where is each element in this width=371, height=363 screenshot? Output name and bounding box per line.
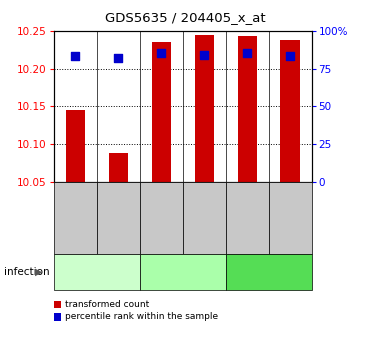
Bar xyxy=(237,36,257,182)
Text: mock: mock xyxy=(258,268,279,277)
Point xyxy=(287,54,293,60)
Text: transformed count: transformed count xyxy=(65,300,149,309)
Bar xyxy=(152,42,171,182)
Point xyxy=(115,55,121,61)
Text: GSM1313408: GSM1313408 xyxy=(71,200,80,250)
Text: Chlamydia G1TEPP
(complemented
strain): Chlamydia G1TEPP (complemented strain) xyxy=(60,257,133,287)
Text: GSM1313410: GSM1313410 xyxy=(157,200,166,250)
Text: GSM1313411: GSM1313411 xyxy=(200,200,209,250)
Text: Chlamydia G1V
mutant: Chlamydia G1V mutant xyxy=(153,262,212,282)
Text: GSM1313413: GSM1313413 xyxy=(286,200,295,250)
Point xyxy=(201,52,207,58)
Text: infection: infection xyxy=(4,267,49,277)
Text: GDS5635 / 204405_x_at: GDS5635 / 204405_x_at xyxy=(105,11,266,24)
Bar xyxy=(66,110,85,182)
Bar xyxy=(109,153,128,182)
Text: ▶: ▶ xyxy=(35,267,43,277)
Text: GSM1313409: GSM1313409 xyxy=(114,199,123,250)
Point xyxy=(244,50,250,56)
Bar xyxy=(280,40,300,182)
Text: percentile rank within the sample: percentile rank within the sample xyxy=(65,313,218,321)
Bar xyxy=(194,34,214,182)
Text: GSM1313412: GSM1313412 xyxy=(243,200,252,250)
Point xyxy=(72,54,78,60)
Point xyxy=(158,50,164,56)
